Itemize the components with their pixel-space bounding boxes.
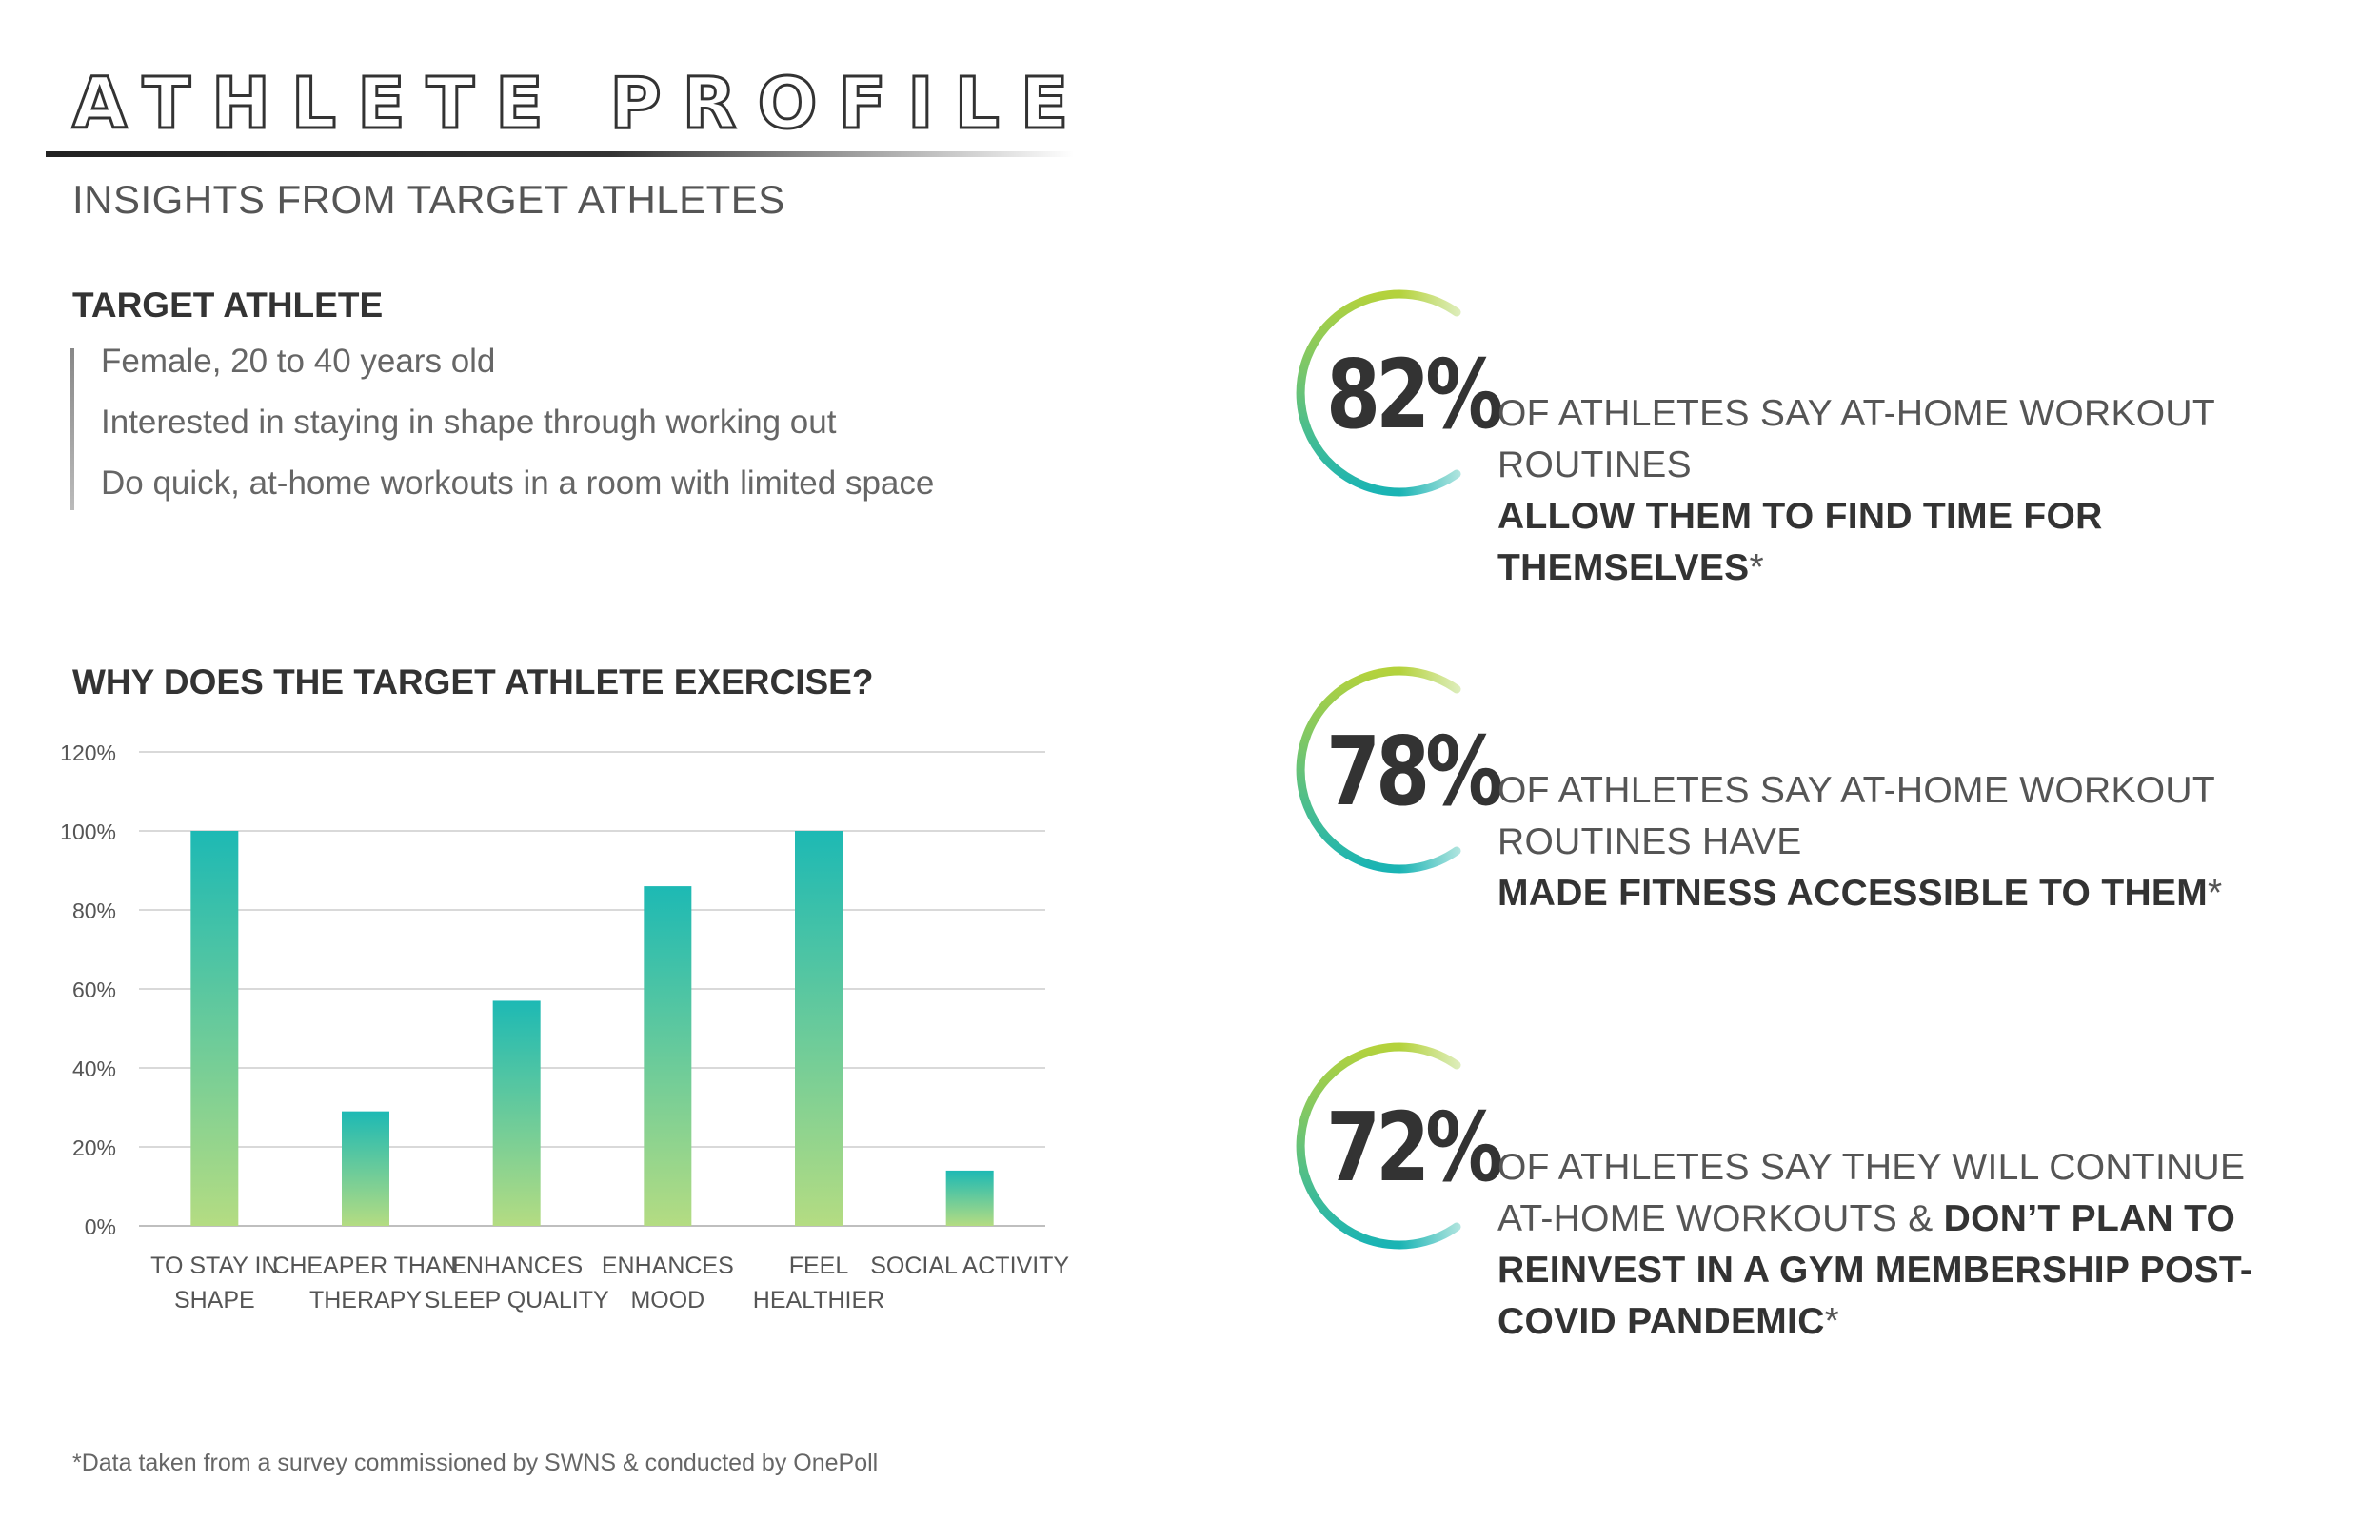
page-title: ATHLETE PROFILE: [70, 63, 1090, 145]
bar: [190, 831, 239, 1226]
x-tick-label: ENHANCES: [602, 1253, 734, 1279]
x-tick-label: MOOD: [630, 1287, 704, 1313]
y-tick-label: 20%: [72, 1135, 116, 1160]
y-tick-label: 120%: [60, 740, 116, 765]
stat-description-bold: MADE FITNESS ACCESSIBLE TO THEM: [1497, 873, 2209, 914]
stat-ring-fade: [1399, 661, 1495, 879]
stat-ring-fade: [1399, 1037, 1495, 1255]
x-tick-label: HEALTHIER: [753, 1287, 884, 1313]
bar: [342, 1111, 389, 1226]
stat-description-suffix: *: [2208, 873, 2223, 914]
target-athlete-item: Do quick, at-home workouts in a room wit…: [101, 464, 935, 502]
x-tick-label: THERAPY: [309, 1287, 422, 1313]
footnote: *Data taken from a survey commissioned b…: [72, 1450, 879, 1476]
stat-description: OF ATHLETES SAY AT-HOME WORKOUT ROUTINES…: [1497, 388, 2335, 594]
stat-ring-icon: [1296, 284, 1495, 503]
stat-description-bold: ALLOW THEM TO FIND TIME FOR THEMSELVES: [1497, 496, 2103, 588]
target-athlete-heading: TARGET ATHLETE: [72, 286, 384, 325]
stat-description-regular: OF ATHLETES SAY THEY WILL CONTINUE AT-HO…: [1497, 1147, 2246, 1239]
stat-description-regular: OF ATHLETES SAY AT-HOME WORKOUT ROUTINES: [1497, 393, 2215, 485]
chart-heading: WHY DOES THE TARGET ATHLETE EXERCISE?: [72, 662, 874, 701]
y-tick-label: 100%: [60, 819, 116, 844]
y-tick-label: 40%: [72, 1056, 116, 1081]
stat-percent: 82%: [1326, 339, 1503, 450]
title-underline: [46, 151, 1074, 157]
x-tick-label: FEEL: [789, 1253, 849, 1279]
target-athlete-item: Female, 20 to 40 years old: [101, 343, 496, 380]
page-subtitle: INSIGHTS FROM TARGET ATHLETES: [72, 177, 785, 222]
stat-ring-fade: [1399, 284, 1495, 503]
stat-percent: 72%: [1326, 1092, 1503, 1203]
stat-description-regular: OF ATHLETES SAY AT-HOME WORKOUT ROUTINES…: [1497, 770, 2215, 862]
stat-description-suffix: *: [1824, 1301, 1840, 1342]
y-tick-label: 60%: [72, 977, 116, 1002]
stat-ring-icon: [1296, 1037, 1495, 1255]
bar: [644, 886, 692, 1226]
x-tick-label: CHEAPER THAN: [272, 1253, 458, 1279]
stat-ring-arc: [1296, 289, 1461, 497]
bar: [492, 1000, 541, 1226]
stat-ring-icon: [1296, 661, 1495, 879]
stat-description: OF ATHLETES SAY THEY WILL CONTINUE AT-HO…: [1497, 1142, 2278, 1348]
stat-ring-arc: [1296, 1042, 1461, 1250]
target-athlete-accent-bar: [70, 348, 74, 510]
stat-description: OF ATHLETES SAY AT-HOME WORKOUT ROUTINES…: [1497, 765, 2335, 919]
x-tick-label: ENHANCES: [450, 1253, 583, 1279]
exercise-reasons-bar-chart: 0% 20% 40% 60% 80% 100% 120% TO STAY IN SHAPE CHE…: [60, 740, 1069, 1313]
x-tick-label: TO STAY IN: [150, 1253, 278, 1279]
y-tick-label: 80%: [72, 898, 116, 923]
stat-description-suffix: *: [1749, 547, 1764, 588]
x-tick-label: SLEEP QUALITY: [425, 1287, 609, 1313]
stat-ring-arc: [1296, 666, 1461, 874]
stat-description-bold: DON’T PLAN TO REINVEST IN A GYM MEMBERSH…: [1497, 1198, 2253, 1342]
x-tick-label: SHAPE: [174, 1287, 255, 1313]
stat-percent: 78%: [1326, 716, 1503, 827]
y-tick-label: 0%: [85, 1214, 116, 1239]
bar: [945, 1170, 994, 1226]
bar: [795, 831, 843, 1226]
target-athlete-item: Interested in staying in shape through w…: [101, 404, 837, 441]
x-tick-label: SOCIAL ACTIVITY: [870, 1253, 1069, 1279]
